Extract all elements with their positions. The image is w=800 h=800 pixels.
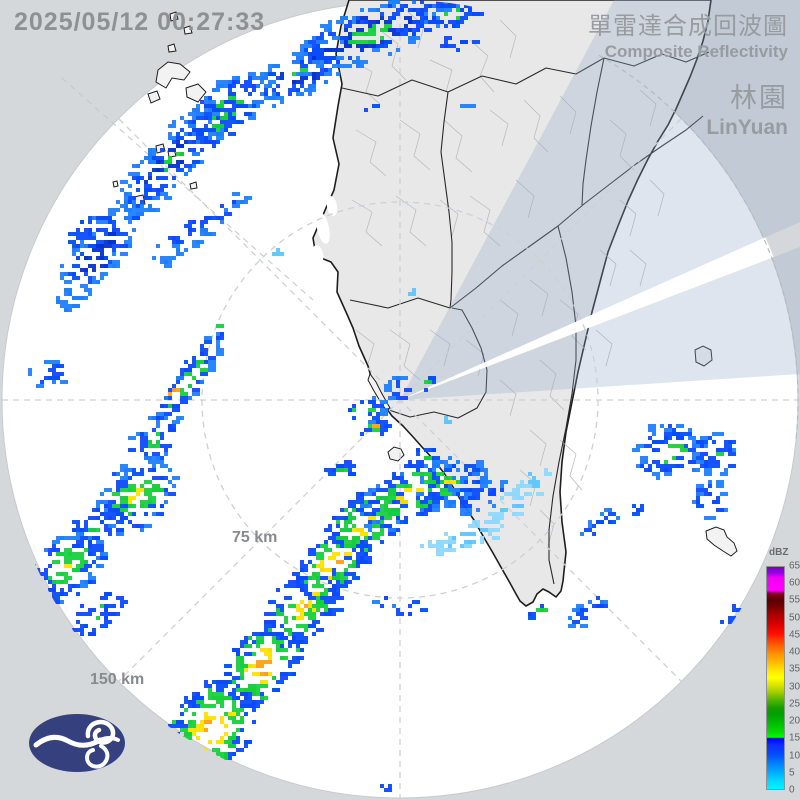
title-block: 單雷達合成回波圖 Composite Reflectivity 林園 LinYu…	[588, 6, 788, 140]
colorbar-tick: 20	[789, 715, 800, 727]
range-ring-label-75km: 75 km	[232, 529, 278, 546]
colorbar-tick: 65	[789, 560, 800, 572]
colorbar-tick: 50	[789, 612, 800, 624]
taiwan-map	[61, 0, 738, 607]
colorbar-unit-label: dBZ	[769, 547, 789, 558]
colorbar-tick: 60	[789, 577, 800, 589]
dbz-colorbar	[766, 566, 785, 790]
cwa-logo	[29, 714, 125, 772]
colorbar-tick: 40	[789, 646, 800, 658]
page-title-en: Composite Reflectivity	[604, 42, 788, 61]
timestamp: 2025/05/12 00:27:33	[14, 8, 266, 36]
colorbar-tick: 30	[789, 681, 800, 693]
station-name-en: LinYuan	[706, 116, 788, 139]
page-title-zh: 單雷達合成回波圖	[588, 13, 788, 40]
range-ring-label-150km: 150 km	[90, 671, 145, 688]
colorbar-tick: 45	[789, 629, 800, 641]
colorbar-tick: 35	[789, 663, 800, 675]
colorbar-tick: 10	[789, 750, 800, 762]
colorbar-tick: 15	[789, 732, 800, 744]
colorbar-tick: 25	[789, 698, 800, 710]
radar-echo-layer	[28, 0, 748, 792]
station-name-zh: 林園	[730, 83, 788, 113]
colorbar-tick: 0	[789, 784, 795, 796]
colorbar-tick: 55	[789, 594, 800, 606]
colorbar-tick: 5	[789, 767, 795, 779]
